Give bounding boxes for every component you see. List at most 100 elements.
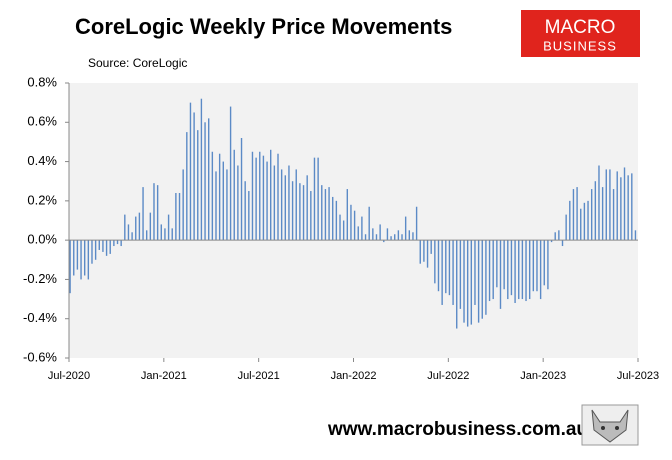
bar	[131, 232, 133, 241]
bar	[631, 173, 633, 241]
bar	[623, 167, 626, 241]
bar	[463, 240, 465, 323]
x-tick-label: Jan-2023	[520, 370, 566, 382]
bar	[266, 161, 268, 241]
bar	[229, 106, 232, 241]
bar	[616, 171, 618, 241]
bar	[536, 240, 538, 292]
bar	[149, 212, 152, 241]
bar	[120, 240, 122, 247]
bar	[164, 228, 166, 241]
bar	[397, 230, 400, 241]
bar	[576, 187, 578, 241]
logo-text: BUSINESS	[543, 38, 617, 53]
x-tick-label: Jul-2022	[427, 370, 469, 382]
bar	[532, 240, 535, 292]
bar	[590, 189, 593, 241]
y-tick-label: 0.4%	[27, 153, 57, 168]
logo-text: MACRO	[545, 17, 616, 38]
bar	[160, 224, 162, 241]
bar	[437, 240, 440, 292]
bar	[156, 185, 159, 241]
bar	[594, 181, 597, 241]
bar	[558, 230, 560, 241]
bar	[503, 240, 505, 290]
bar	[361, 216, 363, 241]
bar	[627, 175, 629, 241]
bar	[262, 155, 265, 241]
bar	[550, 240, 553, 243]
y-tick-label: 0.6%	[27, 114, 57, 129]
bar	[142, 187, 144, 241]
footer-url: www.macrobusiness.com.au	[327, 419, 588, 440]
bar	[445, 240, 447, 294]
y-tick-label: -0.4%	[23, 310, 57, 325]
bar	[565, 214, 567, 241]
x-tick-label: Jan-2022	[331, 370, 377, 382]
bar	[412, 232, 414, 241]
bar	[277, 153, 279, 241]
bar	[481, 240, 483, 319]
bar	[474, 240, 476, 305]
bar	[178, 193, 181, 241]
bar	[609, 169, 611, 241]
bar	[251, 151, 254, 241]
bar	[208, 118, 210, 241]
bar	[441, 240, 443, 305]
bar	[211, 151, 214, 241]
bar	[244, 181, 246, 241]
bar	[270, 149, 272, 241]
bar	[612, 189, 615, 241]
bar	[116, 240, 119, 245]
bar	[102, 240, 104, 252]
bar	[364, 234, 367, 241]
y-tick-label: -0.6%	[23, 349, 57, 364]
fox-icon	[581, 404, 639, 446]
bar	[404, 216, 407, 241]
bar	[379, 224, 381, 241]
bar	[350, 204, 352, 241]
bar	[605, 169, 607, 241]
bar	[193, 112, 195, 241]
bar	[434, 240, 436, 284]
y-tick-label: 0.2%	[27, 192, 57, 207]
bar	[240, 138, 243, 241]
bar	[448, 240, 451, 296]
bar	[98, 240, 100, 250]
bar	[339, 214, 341, 241]
bar	[390, 236, 392, 241]
bar	[76, 240, 79, 270]
bar	[299, 183, 301, 241]
chart-subtitle: Source: CoreLogic	[88, 56, 187, 70]
bar	[237, 165, 239, 241]
bar	[248, 191, 250, 241]
bar	[426, 240, 429, 268]
bar	[87, 240, 90, 280]
bar	[197, 130, 199, 241]
bar	[306, 175, 308, 241]
bar	[255, 157, 257, 241]
bar	[273, 165, 276, 241]
bar	[186, 132, 188, 241]
bar	[459, 240, 462, 309]
bar	[521, 240, 524, 300]
bar	[386, 228, 389, 241]
bar	[332, 196, 334, 241]
bar	[295, 169, 297, 241]
bar	[525, 240, 527, 302]
chart-title: CoreLogic Weekly Price Movements	[75, 14, 452, 39]
bar	[335, 200, 338, 241]
bar	[452, 240, 454, 305]
y-tick-label: 0.8%	[27, 74, 57, 89]
bar	[554, 232, 556, 241]
bar	[499, 240, 502, 309]
bar	[569, 200, 571, 241]
bar	[135, 216, 137, 241]
bar	[514, 240, 516, 303]
bar	[496, 240, 498, 288]
bar	[313, 157, 316, 241]
bar	[518, 240, 520, 300]
bar	[226, 169, 228, 241]
bar	[80, 240, 82, 280]
